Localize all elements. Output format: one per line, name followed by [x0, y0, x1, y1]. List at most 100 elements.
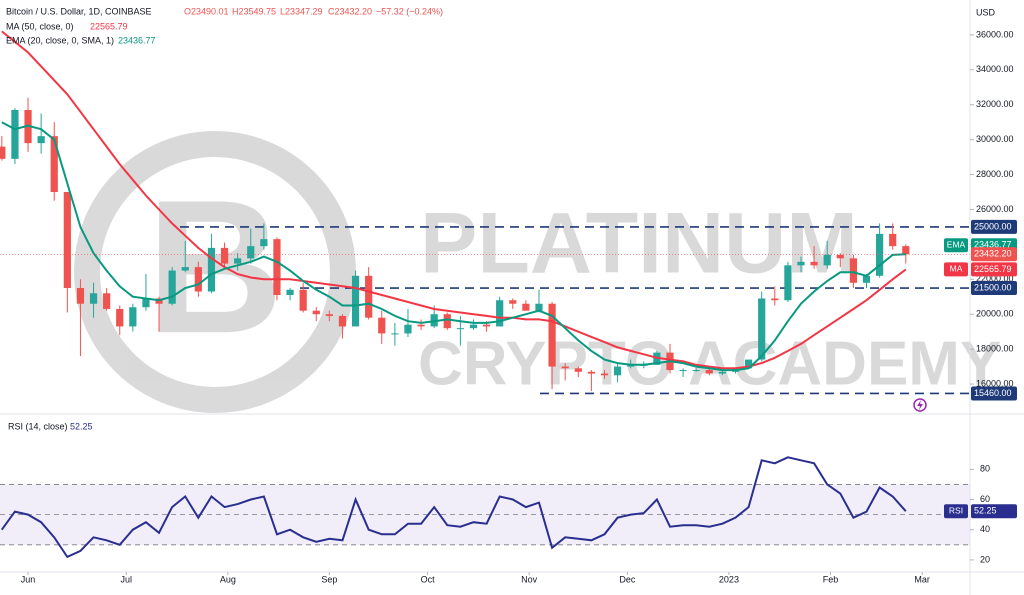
- watermark-title: PLATINUM: [420, 196, 858, 292]
- y-axis-label: USD: [976, 7, 996, 17]
- candle-body: [705, 370, 713, 374]
- ohlc-close: C23432.20: [328, 6, 372, 16]
- y-tick-label: 18000.00: [976, 343, 1014, 353]
- candle-body: [522, 303, 530, 311]
- plot: [0, 30, 970, 559]
- indicator-line: [1, 121, 906, 372]
- candle-body: [299, 289, 307, 311]
- alert-bolt: [917, 400, 923, 410]
- series-tag: EMA: [947, 239, 966, 249]
- ohlc-high: H23549.75: [232, 6, 276, 16]
- y-tick-label: 28000.00: [976, 169, 1014, 179]
- candle-body: [0, 146, 6, 159]
- y-tick-label: 16000.00: [976, 378, 1014, 388]
- value-tag: 23436.77: [974, 240, 1012, 250]
- candle-body: [378, 317, 386, 334]
- legend-ema-value: 23436.77: [118, 35, 156, 45]
- candle-body: [220, 247, 229, 264]
- candle-body: [89, 293, 98, 304]
- candle-body: [587, 371, 595, 374]
- y-tick-label: 20: [980, 554, 990, 564]
- candle-body: [351, 275, 360, 327]
- value-tag-box: [971, 262, 1017, 277]
- y-tick-label: 22000.00: [976, 274, 1014, 284]
- candle-body: [613, 366, 622, 376]
- candle-body: [260, 239, 268, 247]
- value-tag: 15460.00: [974, 388, 1012, 398]
- candle-body: [902, 246, 910, 255]
- candle-body: [679, 370, 687, 372]
- candle-body: [116, 308, 124, 327]
- y-tick-label: 80: [980, 464, 990, 474]
- candle-body: [849, 258, 858, 283]
- watermark-subtitle: CRYPTO ACADEMY: [418, 329, 1001, 398]
- candle-body: [234, 258, 242, 264]
- candle-body: [862, 275, 871, 283]
- candle-body: [836, 254, 844, 259]
- candle-body: [823, 254, 831, 266]
- y-tick-label: 40: [980, 524, 990, 534]
- y-tick-label: 34000.00: [976, 64, 1014, 74]
- indicator-line: [1, 30, 907, 370]
- candle-body: [810, 261, 818, 266]
- alert-icon: [913, 398, 927, 412]
- candle-body: [876, 233, 884, 276]
- value-tag-box: [971, 247, 1017, 262]
- legend-ema: EMA (20, close, 0, SMA, 1): [6, 35, 114, 45]
- x-tick-label: Mar: [914, 574, 930, 584]
- candle-body: [50, 136, 58, 193]
- x-tick-label: Aug: [220, 574, 236, 584]
- series-tag-box: [944, 262, 968, 277]
- value-tag: 23432.20: [974, 249, 1012, 259]
- candle-body: [312, 310, 320, 315]
- series-tag-box: [944, 504, 968, 519]
- x-tick-label: Nov: [521, 574, 538, 584]
- rsi-band: [0, 484, 970, 545]
- candle-body: [443, 314, 451, 329]
- legend-rsi-value: 52.25: [70, 421, 93, 431]
- y-tick-label: 36000.00: [976, 29, 1014, 39]
- candle-body: [37, 136, 45, 144]
- candle-body: [207, 247, 216, 292]
- value-tag-box: [971, 281, 1017, 296]
- watermark-ring: [74, 131, 356, 413]
- symbol-title: Bitcoin / U.S. Dollar, 1D, COINBASE: [6, 6, 152, 16]
- candle-body: [11, 109, 19, 159]
- candle-body: [325, 314, 333, 316]
- candle-body: [391, 333, 399, 335]
- candle-body: [889, 233, 897, 247]
- candle-body: [76, 288, 85, 304]
- y-tick-label: 20000.00: [976, 309, 1014, 319]
- candle-body: [273, 239, 281, 295]
- candle-body: [286, 289, 294, 295]
- legend-rsi: RSI (14, close): [8, 421, 68, 431]
- candle-body: [417, 324, 425, 327]
- candle-body: [168, 270, 176, 304]
- y-tick-label: 32000.00: [976, 99, 1014, 109]
- x-tick-label: Jun: [21, 574, 36, 584]
- legend-ma: MA (50, close, 0): [6, 21, 74, 31]
- series-tag-box: [944, 238, 968, 253]
- candle-body: [456, 328, 464, 330]
- candle-body: [509, 300, 517, 304]
- candle-body: [129, 307, 137, 327]
- value-tag-box: [971, 219, 1017, 234]
- alert-ring: [913, 398, 927, 412]
- candle-body: [103, 293, 111, 309]
- candle-body: [365, 275, 373, 318]
- candle-body: [574, 368, 582, 372]
- candle-body: [535, 303, 543, 311]
- value-tag-box: [971, 386, 1017, 401]
- candle-body: [194, 267, 202, 292]
- value-tag: 25000.00: [974, 221, 1012, 231]
- y-tick-label: 26000.00: [976, 204, 1014, 214]
- ohlc-low: L23347.29: [280, 6, 323, 16]
- x-tick-label: Sep: [321, 574, 337, 584]
- value-tag: 21500.00: [974, 282, 1012, 292]
- candle-body: [784, 265, 792, 301]
- series-tag: MA: [950, 264, 963, 274]
- candle-body: [718, 371, 726, 374]
- y-tick-label: 30000.00: [976, 134, 1014, 144]
- value-tag: 22565.79: [974, 264, 1012, 274]
- candle-body: [338, 315, 347, 327]
